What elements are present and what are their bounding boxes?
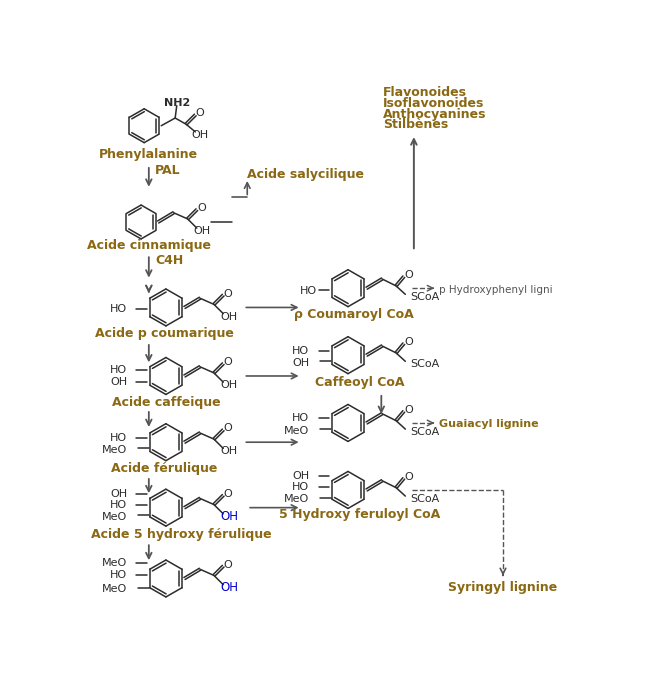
Text: O: O xyxy=(224,489,232,499)
Text: HO: HO xyxy=(110,432,127,443)
Text: OH: OH xyxy=(221,510,239,523)
Text: ρ Coumaroyl CoA: ρ Coumaroyl CoA xyxy=(293,308,413,321)
Text: MeO: MeO xyxy=(102,558,127,568)
Text: Syringyl lignine: Syringyl lignine xyxy=(448,581,558,594)
Text: p Hydroxyphenyl ligni: p Hydroxyphenyl ligni xyxy=(439,285,553,295)
Text: OH: OH xyxy=(221,312,238,322)
Text: O: O xyxy=(404,472,413,482)
Text: Anthocyanines: Anthocyanines xyxy=(383,108,486,121)
Text: HO: HO xyxy=(110,365,127,375)
Text: HO: HO xyxy=(110,570,127,580)
Text: Acide caffeique: Acide caffeique xyxy=(112,396,220,409)
Text: PAL: PAL xyxy=(155,164,181,177)
Text: Acide salycilique: Acide salycilique xyxy=(247,168,364,181)
Text: O: O xyxy=(224,288,232,299)
Text: SCoA: SCoA xyxy=(410,494,439,504)
Text: OH: OH xyxy=(192,130,208,140)
Text: O: O xyxy=(224,424,232,433)
Text: O: O xyxy=(195,108,204,119)
Text: Flavonoides: Flavonoides xyxy=(383,86,467,99)
Text: SCoA: SCoA xyxy=(410,359,439,370)
Text: MeO: MeO xyxy=(102,445,127,455)
Text: O: O xyxy=(224,357,232,367)
Text: O: O xyxy=(197,203,206,213)
Text: Acide cinnamique: Acide cinnamique xyxy=(87,239,211,252)
Text: NH2: NH2 xyxy=(164,98,191,108)
Text: O: O xyxy=(224,560,232,569)
Text: MeO: MeO xyxy=(102,512,127,522)
Text: OH: OH xyxy=(221,581,239,594)
Text: Acide p coumarique: Acide p coumarique xyxy=(95,327,233,340)
Text: Isoflavonoides: Isoflavonoides xyxy=(383,97,484,110)
Text: C4H: C4H xyxy=(155,254,183,267)
Text: HO: HO xyxy=(300,286,317,296)
Text: OH: OH xyxy=(221,381,238,390)
Text: Acide 5 hydroxy férulique: Acide 5 hydroxy férulique xyxy=(91,528,272,541)
Text: OH: OH xyxy=(110,377,127,387)
Text: 5 Hydroxy feruloyl CoA: 5 Hydroxy feruloyl CoA xyxy=(279,508,441,521)
Text: Phenylalanine: Phenylalanine xyxy=(99,149,199,162)
Text: HO: HO xyxy=(292,413,309,424)
Text: HO: HO xyxy=(292,482,309,492)
Text: HO: HO xyxy=(110,500,127,509)
Text: OH: OH xyxy=(292,358,309,368)
Text: OH: OH xyxy=(110,489,127,499)
Text: HO: HO xyxy=(110,304,127,314)
Text: MeO: MeO xyxy=(102,584,127,594)
Text: O: O xyxy=(404,405,413,415)
Text: HO: HO xyxy=(292,346,309,355)
Text: Stilbènes: Stilbènes xyxy=(383,119,448,132)
Text: SCoA: SCoA xyxy=(410,293,439,302)
Text: SCoA: SCoA xyxy=(410,427,439,437)
Text: Guaiacyl lignine: Guaiacyl lignine xyxy=(439,419,539,430)
Text: MeO: MeO xyxy=(284,426,309,436)
Text: O: O xyxy=(404,337,413,347)
Text: OH: OH xyxy=(221,447,238,456)
Text: Caffeoyl CoA: Caffeoyl CoA xyxy=(315,376,404,389)
Text: O: O xyxy=(404,270,413,280)
Text: OH: OH xyxy=(193,226,210,236)
Text: OH: OH xyxy=(292,471,309,481)
Text: MeO: MeO xyxy=(284,494,309,504)
Text: Acide férulique: Acide férulique xyxy=(111,462,217,475)
